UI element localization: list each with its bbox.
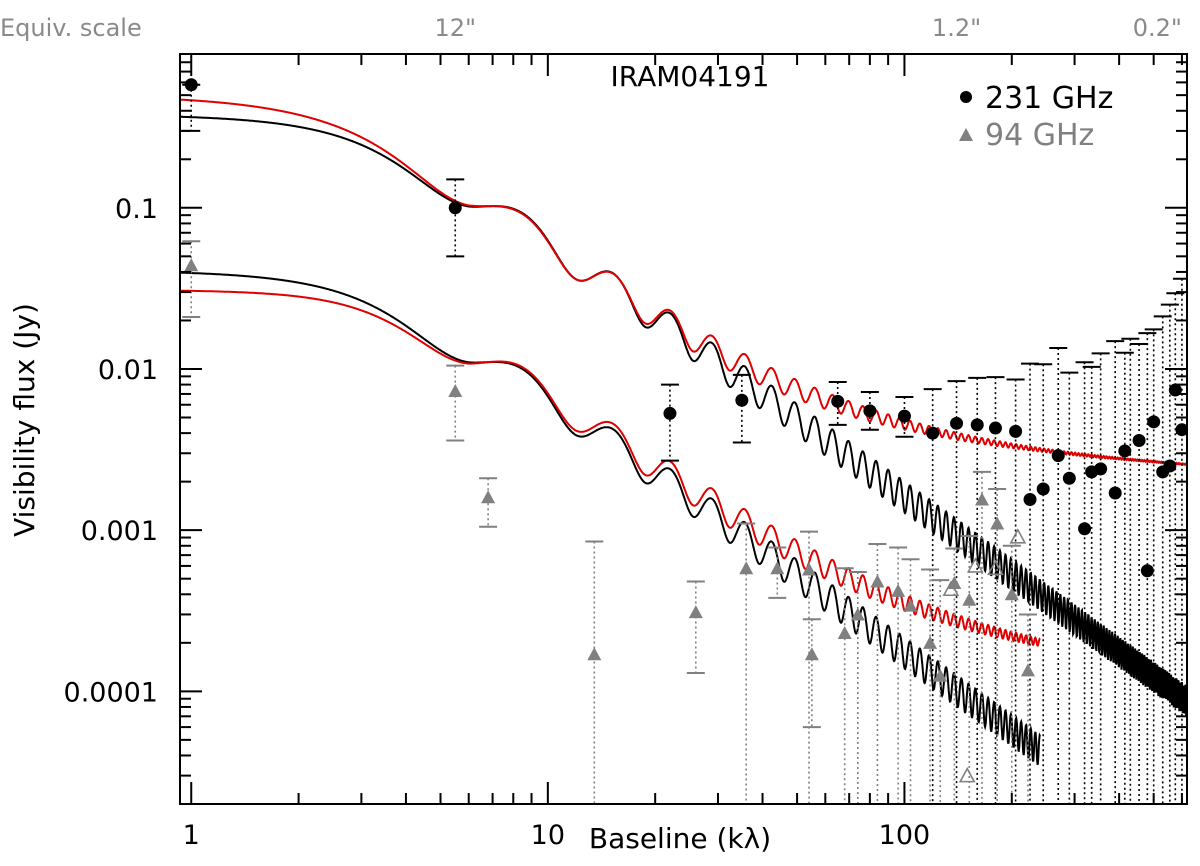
x-tick-label: 10: [531, 820, 565, 851]
data-point-231ghz: [1094, 462, 1108, 476]
legend-label-94ghz: 94 GHz: [985, 118, 1094, 153]
data-point-94ghz: [923, 635, 938, 649]
data-point-94ghz: [947, 576, 962, 590]
data-point-231ghz: [1108, 486, 1122, 500]
top-axis-label: Equiv. scale: [0, 14, 142, 42]
axes-layer: 1 10 100 0.1 0.01 0.001 0.0001 12" 1.2" 0.2": [64, 14, 1187, 851]
data-point-94ghz-open: [958, 766, 976, 783]
data-point-231ghz: [950, 416, 964, 430]
data-point-231ghz: [1118, 444, 1132, 458]
data-point-94ghz-open: [1009, 528, 1027, 544]
data-point-94ghz: [1004, 587, 1019, 601]
data-point-231ghz: [831, 394, 845, 408]
y-axis-label: Visibility flux (Jy): [8, 303, 41, 537]
data-point-231ghz: [970, 418, 984, 432]
top-axis-tick-label: 12": [434, 14, 476, 42]
legend: 231 GHz 94 GHz: [959, 81, 1113, 153]
data-point-94ghz-open: [987, 559, 1004, 576]
data-point-231ghz: [1009, 424, 1023, 438]
y-tick-label: 0.1: [115, 194, 158, 225]
data-point-94ghz: [448, 384, 463, 398]
data-point-94ghz: [802, 562, 817, 576]
data-point-231ghz: [863, 404, 877, 418]
model-curve: [180, 98, 1187, 467]
data-point-94ghz: [933, 668, 948, 682]
data-point-94ghz: [850, 607, 865, 621]
data-point-94ghz: [770, 561, 785, 575]
top-axis-tick-label: 0.2": [1133, 14, 1182, 42]
data-point-231ghz: [1078, 522, 1092, 536]
y-tick-label: 0.01: [98, 355, 158, 386]
data-point-94ghz: [688, 605, 703, 619]
data-point-94ghz: [1020, 663, 1035, 677]
y-tick-label: 0.001: [81, 516, 158, 547]
data-point-231ghz: [1163, 459, 1177, 473]
top-axis-tick-label: 1.2": [932, 14, 981, 42]
errorbars-layer: [182, 83, 1187, 804]
y-tick-label: 0.0001: [64, 677, 158, 708]
data-point-94ghz-open: [966, 557, 984, 573]
data-point-231ghz: [1123, 656, 1137, 670]
plot-frame: [179, 53, 1188, 805]
data-point-231ghz: [988, 421, 1002, 435]
model-curve: [180, 271, 1041, 766]
legend-label-231ghz: 231 GHz: [985, 81, 1113, 116]
data-point-231ghz: [1062, 471, 1076, 485]
data-point-231ghz: [448, 201, 462, 215]
legend-marker-94ghz: [959, 128, 973, 141]
data-point-94ghz: [739, 561, 754, 575]
data-point-231ghz: [1023, 492, 1037, 506]
x-tick-label: 100: [879, 820, 931, 851]
model-curves-layer: [180, 98, 1187, 766]
data-point-231ghz: [1147, 415, 1161, 429]
chart-title: IRAM04191: [611, 60, 770, 93]
data-point-231ghz: [663, 406, 677, 420]
data-point-94ghz: [962, 592, 977, 606]
data-point-231ghz: [735, 393, 749, 407]
data-point-231ghz: [897, 409, 911, 423]
data-point-94ghz: [974, 492, 989, 506]
data-point-94ghz: [990, 516, 1005, 530]
model-curve: [180, 289, 1041, 648]
x-tick-label: 1: [183, 820, 200, 851]
x-axis-label: Baseline (kλ): [589, 822, 771, 855]
markers-layer: [184, 78, 1187, 783]
data-point-94ghz: [184, 258, 199, 272]
data-point-94ghz: [891, 583, 906, 597]
data-point-94ghz: [804, 647, 819, 661]
data-point-94ghz: [903, 598, 918, 612]
data-point-94ghz: [870, 574, 885, 588]
data-point-94ghz-open: [942, 580, 960, 597]
data-point-94ghz: [837, 626, 852, 640]
model-curve: [180, 115, 1187, 717]
data-point-94ghz: [481, 490, 496, 504]
legend-marker-231ghz: [960, 91, 972, 103]
data-point-231ghz: [1140, 564, 1154, 578]
data-point-231ghz: [1051, 449, 1065, 463]
data-point-231ghz: [184, 78, 198, 92]
data-point-231ghz: [926, 426, 940, 440]
data-point-94ghz: [587, 647, 602, 661]
data-point-231ghz: [1132, 433, 1146, 447]
data-point-231ghz: [1036, 482, 1050, 496]
